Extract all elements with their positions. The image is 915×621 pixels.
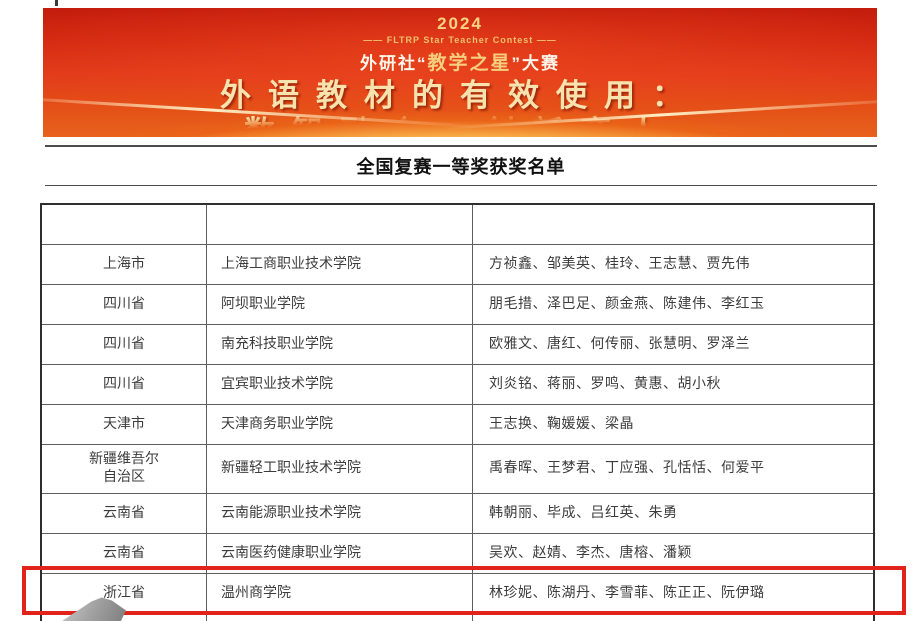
winners-cell: 方祯鑫、邹美英、桂玲、王志慧、贾先伟	[489, 256, 750, 272]
school-cell: 浙江长征职业技术学院	[207, 614, 473, 621]
winners-cell: 王志换、鞠媛媛、梁晶	[489, 416, 634, 432]
contest-banner: 2024 —— FLTRP Star Teacher Contest —— 外研…	[43, 8, 877, 137]
table-row: 四川省 南充科技职业学院 欧雅文、唐红、何传丽、张慧明、罗泽兰	[42, 324, 873, 364]
winners-cell: 欧雅文、唐红、何传丽、张慧明、罗泽兰	[489, 336, 750, 352]
school-cell: 新疆轻工职业技术学院	[207, 445, 473, 493]
divider-line-bottom	[45, 185, 877, 186]
table-row: 新疆维吾尔 自治区 新疆轻工职业技术学院 禹春晖、王梦君、丁应强、孔恬恬、何爱平	[42, 444, 873, 493]
banner-subtitle-english: —— FLTRP Star Teacher Contest ——	[363, 35, 557, 45]
province-cell: 浙江省	[42, 614, 207, 621]
banner-contest-name: 外研社“教学之星”大赛	[43, 48, 877, 75]
winners-cell: 林珍妮、陈湖丹、李雪菲、陈正正、阮伊璐	[489, 585, 765, 601]
school-cell: 南充科技职业学院	[207, 325, 473, 364]
province-cell: 云南省	[42, 494, 207, 533]
winners-cell: 朋毛措、泽巴足、颜金燕、陈建伟、李红玉	[489, 296, 765, 312]
award-table-body: 上海市 上海工商职业技术学院 方祯鑫、邹美英、桂玲、王志慧、贾先伟 四川省 阿坝…	[40, 203, 875, 621]
table-row: 云南省 云南能源职业技术学院 韩朝丽、毕成、吕红英、朱勇	[42, 493, 873, 533]
province-cell: 浙江省	[42, 574, 207, 613]
province-cell: 云南省	[42, 534, 207, 573]
table-row: 上海市 上海工商职业技术学院 方祯鑫、邹美英、桂玲、王志慧、贾先伟	[42, 244, 873, 284]
contest-name-prefix: 外研社“	[359, 54, 428, 73]
table-row: 云南省 云南医药健康职业学院 吴欢、赵婧、李杰、唐榕、潘颖	[42, 533, 873, 573]
cropped-text-fragment	[55, 0, 58, 6]
school-cell: 宜宾职业技术学院	[207, 365, 473, 404]
table-row: 四川省 宜宾职业技术学院 刘炎铭、蒋丽、罗鸣、黄惠、胡小秋	[42, 364, 873, 404]
school-cell: 天津商务职业学院	[207, 405, 473, 444]
school-cell: 云南医药健康职业学院	[207, 534, 473, 573]
table-row-highlighted: 浙江省 浙江长征职业技术学院 柴畅、金晶、申宁、吴菲	[42, 613, 873, 621]
province-cell: 上海市	[42, 245, 207, 284]
school-cell: 云南能源职业技术学院	[207, 494, 473, 533]
school-cell: 温州商学院	[207, 574, 473, 613]
province-cell: 四川省	[42, 285, 207, 324]
table-row: 四川省 阿坝职业学院 朋毛措、泽巴足、颜金燕、陈建伟、李红玉	[42, 284, 873, 324]
school-cell: 上海工商职业技术学院	[207, 245, 473, 284]
province-cell: 四川省	[42, 365, 207, 404]
winners-cell	[473, 205, 873, 244]
winners-cell: 禹春晖、王梦君、丁应强、孔恬恬、何爱平	[489, 461, 765, 476]
banner-year: 2024	[437, 14, 483, 33]
table-row: 天津市 天津商务职业学院 王志换、鞠媛媛、梁晶	[42, 404, 873, 444]
province-cell: 新疆维吾尔 自治区	[42, 445, 207, 493]
winners-cell: 韩朝丽、毕成、吕红英、朱勇	[489, 505, 678, 521]
school-cell: 阿坝职业学院	[207, 285, 473, 324]
table-row: 浙江省 温州商学院 林珍妮、陈湖丹、李雪菲、陈正正、阮伊璐	[42, 573, 873, 613]
contest-name-suffix: ”大赛	[511, 54, 560, 73]
winners-cell: 吴欢、赵婧、李杰、唐榕、潘颖	[489, 545, 692, 561]
province-cell: 天津市	[42, 405, 207, 444]
province-cell: 四川省	[42, 325, 207, 364]
contest-name-highlight: 教学之星	[427, 53, 512, 74]
banner-swoosh-glow	[43, 91, 877, 137]
winners-cell: 刘炎铭、蒋丽、罗鸣、黄惠、胡小秋	[489, 376, 721, 392]
winners-cell: 柴畅、金晶、申宁、吴菲	[473, 614, 873, 621]
province-cell	[42, 205, 207, 244]
school-cell	[207, 205, 473, 244]
divider-line-top	[45, 145, 877, 147]
section-heading: 全国复赛一等奖获奖名单	[356, 157, 566, 177]
